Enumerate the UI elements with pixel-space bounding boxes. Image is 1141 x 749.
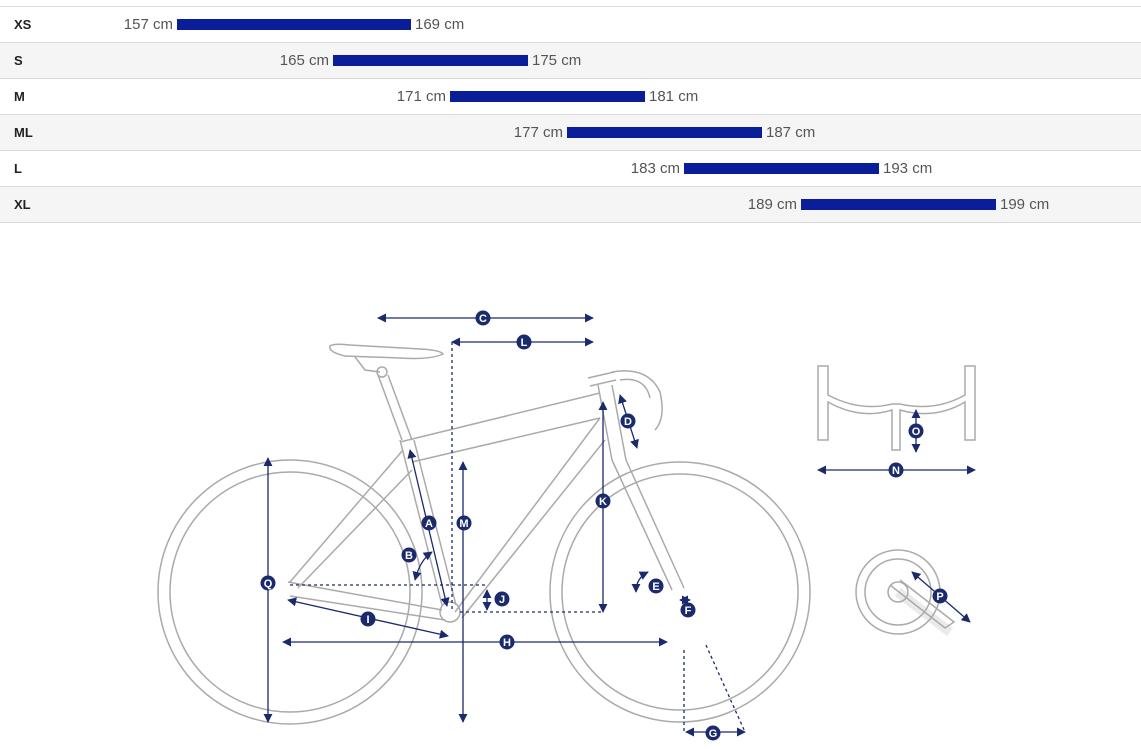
marker-letter: M [459,518,468,530]
range-bar [567,127,762,138]
marker-p: P [932,588,948,604]
range-bar [333,55,528,66]
size-row-s: S 165 cm 175 cm [0,43,1141,79]
marker-letter: G [709,728,718,740]
marker-c: C [475,310,491,326]
range-low-label: 177 cm [513,124,563,141]
range-low-label: 189 cm [747,196,797,213]
marker-letter: Q [264,578,273,590]
marker-q: Q [260,575,276,591]
front-wheel-inner [561,473,799,711]
down-tube [454,417,606,619]
marker-letter: B [405,550,413,562]
marker-l: L [516,334,532,350]
size-label: XS [14,17,32,32]
bike-outline [157,343,976,725]
size-label: S [14,53,23,68]
fork [611,459,685,591]
range-bar [450,91,645,102]
marker-letter: F [685,605,692,617]
marker-o: O [908,423,924,439]
range-bar [801,199,996,210]
marker-g: G [705,725,721,741]
seatpost [377,374,413,441]
marker-letter: P [936,591,943,603]
measurement-markers: A B C D E F G H I J K L M N O P Q [260,310,948,741]
size-label: XL [14,197,31,212]
range-low-label: 157 cm [123,16,173,33]
marker-e: E [648,578,664,594]
handlebar-drop [611,370,663,431]
size-row-ml: ML 177 cm 187 cm [0,115,1141,151]
range-high-label: 175 cm [532,52,582,69]
size-row-xs: XS 157 cm 169 cm [0,6,1141,43]
marker-i: I [360,611,376,627]
marker-letter: J [499,594,505,606]
size-row-m: M 171 cm 181 cm [0,79,1141,115]
saddle [329,343,445,360]
front-wheel-outer [549,461,811,723]
range-bar [177,19,411,30]
marker-letter: O [912,426,921,438]
range-bar [684,163,879,174]
marker-letter: N [892,465,900,477]
marker-letter: H [503,637,511,649]
handlebar-front [817,365,976,451]
marker-letter: E [652,581,659,593]
size-chart: XS 157 cm 169 cm S 165 cm 175 cm M 171 cm 181 cm… [0,6,1141,223]
marker-letter: C [479,313,487,325]
range-high-label: 199 cm [1000,196,1050,213]
saddle-rails [354,356,381,373]
marker-j: J [494,591,510,607]
marker-h: H [499,634,515,650]
marker-b: B [401,547,417,563]
range-high-label: 169 cm [415,16,465,33]
rear-wheel-inner [169,471,411,713]
size-label: M [14,89,25,104]
range-high-label: 181 cm [649,88,699,105]
marker-f: F [680,602,696,618]
size-row-l: L 183 cm 193 cm [0,151,1141,187]
marker-letter: I [366,614,369,626]
marker-m: M [456,515,472,531]
marker-n: N [888,462,904,478]
range-low-label: 165 cm [279,52,329,69]
range-high-label: 187 cm [766,124,816,141]
marker-letter: D [624,416,632,428]
marker-letter: A [425,518,433,530]
seat-stay [289,449,413,589]
marker-letter: L [521,337,528,349]
size-label: ML [14,125,33,140]
bottom-bracket [439,601,461,623]
seatpost-clamp [376,366,388,378]
marker-letter: K [599,496,607,508]
marker-d: D [620,413,636,429]
marker-a: A [421,515,437,531]
size-row-xl: XL 189 cm 199 cm [0,187,1141,223]
range-high-label: 193 cm [883,160,933,177]
range-low-label: 183 cm [630,160,680,177]
marker-k: K [595,493,611,509]
size-label: L [14,161,22,176]
top-tube [399,392,601,463]
range-low-label: 171 cm [396,88,446,105]
stem [587,371,617,387]
